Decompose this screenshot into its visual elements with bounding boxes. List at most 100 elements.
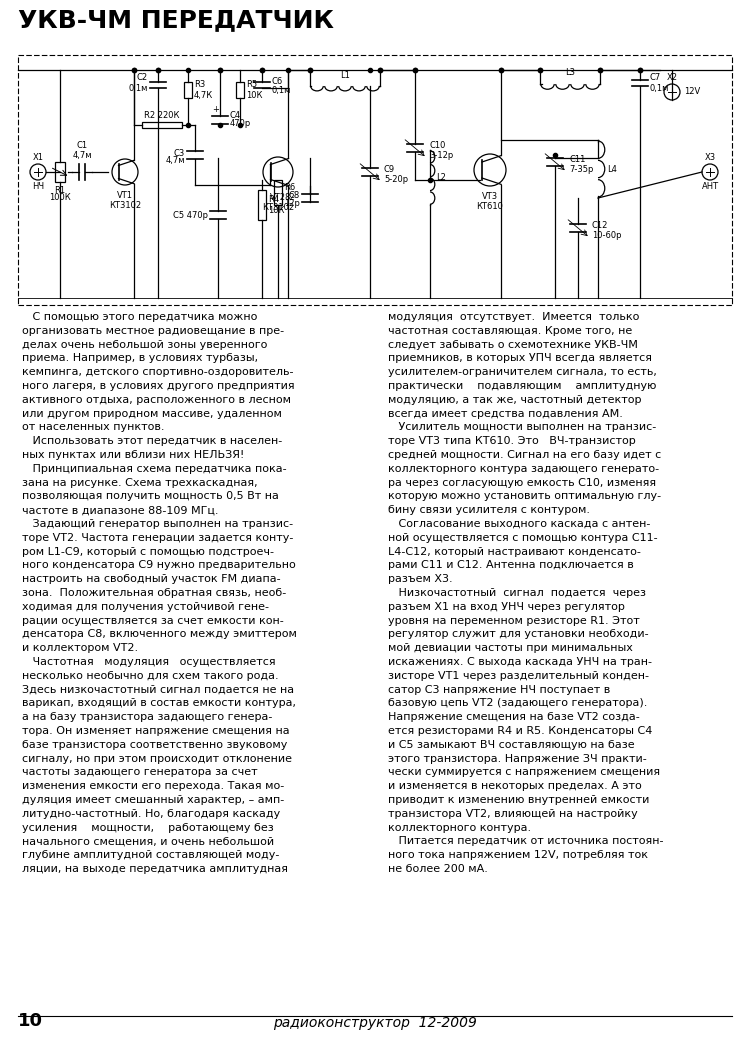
Text: C3: C3 [174, 148, 185, 158]
Text: сатор C3 напряжение НЧ поступает в: сатор C3 напряжение НЧ поступает в [388, 685, 610, 694]
Text: практически    подавляющим    амплитудную: практически подавляющим амплитудную [388, 381, 656, 391]
Text: активного отдыха, расположенного в лесном: активного отдыха, расположенного в лесно… [22, 394, 291, 405]
Text: ром L1-C9, который с помощью подстроеч-: ром L1-C9, который с помощью подстроеч- [22, 547, 274, 556]
Bar [184, 82, 192, 98]
Text: C12: C12 [592, 222, 608, 230]
Text: бину связи усилителя с контуром.: бину связи усилителя с контуром. [388, 506, 590, 515]
Text: сигналу, но при этом происходит отклонение: сигналу, но при этом происходит отклонен… [22, 754, 292, 763]
Text: L4: L4 [607, 164, 616, 174]
Text: торе VT3 типа КТ610. Это   ВЧ-транзистор: торе VT3 типа КТ610. Это ВЧ-транзистор [388, 437, 636, 446]
Text: частоте в диапазоне 88-109 МГц.: частоте в диапазоне 88-109 МГц. [22, 506, 218, 515]
Text: ного лагеря, в условиях другого предприятия: ного лагеря, в условиях другого предприя… [22, 381, 295, 391]
Text: начального смещения, и очень небольшой: начального смещения, и очень небольшой [22, 836, 274, 846]
Text: 470р: 470р [230, 120, 251, 128]
Text: Принципиальная схема передатчика пока-: Принципиальная схема передатчика пока- [22, 464, 286, 474]
Text: частоты задающего генератора за счет: частоты задающего генератора за счет [22, 767, 258, 777]
Text: разъем X3.: разъем X3. [388, 575, 452, 584]
Text: X2: X2 [667, 73, 677, 82]
Text: ляции, на выходе передатчика амплитудная: ляции, на выходе передатчика амплитудная [22, 864, 288, 874]
Text: ных пунктах или вблизи них НЕЛЬЗЯ!: ных пунктах или вблизи них НЕЛЬЗЯ! [22, 450, 244, 460]
Bar [55, 162, 65, 182]
Text: несколько необычно для схем такого рода.: несколько необычно для схем такого рода. [22, 671, 279, 681]
Text: АНТ: АНТ [701, 182, 718, 191]
Text: C6: C6 [272, 77, 284, 87]
Text: искажениях. С выхода каскада УНЧ на тран-: искажениях. С выхода каскада УНЧ на тран… [388, 657, 652, 667]
Text: радиоконструктор  12-2009: радиоконструктор 12-2009 [273, 1015, 477, 1030]
Text: частотная составляющая. Кроме того, не: частотная составляющая. Кроме того, не [388, 325, 632, 336]
Text: которую можно установить оптимальную глу-: которую можно установить оптимальную глу… [388, 492, 662, 501]
Text: R6
82: R6 82 [284, 182, 296, 202]
Text: разъем X1 на вход УНЧ через регулятор: разъем X1 на вход УНЧ через регулятор [388, 602, 625, 612]
Text: L4-C12, который настраивают конденсато-: L4-C12, который настраивают конденсато- [388, 547, 640, 556]
Text: глубине амплитудной составляющей моду-: глубине амплитудной составляющей моду- [22, 850, 279, 861]
Text: L1: L1 [340, 71, 350, 80]
Text: делах очень небольшой зоны уверенного: делах очень небольшой зоны уверенного [22, 339, 267, 350]
Text: коллекторного контура.: коллекторного контура. [388, 823, 531, 832]
Text: модуляцию, а так же, частотный детектор: модуляцию, а так же, частотный детектор [388, 394, 641, 405]
Text: уровня на переменном резисторе R1. Этот: уровня на переменном резисторе R1. Этот [388, 616, 640, 625]
Text: рации осуществляется за счет емкости кон-: рации осуществляется за счет емкости кон… [22, 616, 284, 625]
Text: VT1
КТ3102: VT1 КТ3102 [109, 191, 141, 210]
Text: 3-12р: 3-12р [429, 151, 453, 159]
Text: C11: C11 [569, 156, 585, 164]
Text: позволяющая получить мощность 0,5 Вт на: позволяющая получить мощность 0,5 Вт на [22, 492, 279, 501]
Text: 12V: 12V [684, 88, 700, 96]
Text: X1: X1 [32, 153, 44, 162]
Text: VT2
КТ3102: VT2 КТ3102 [262, 193, 294, 212]
Text: приемников, в которых УПЧ всегда является: приемников, в которых УПЧ всегда являетс… [388, 353, 652, 364]
Text: базовую цепь VT2 (задающего генератора).: базовую цепь VT2 (задающего генератора). [388, 699, 647, 708]
Text: зана на рисунке. Схема трехкаскадная,: зана на рисунке. Схема трехкаскадная, [22, 478, 258, 488]
Bar [142, 122, 182, 128]
Text: и C5 замыкают ВЧ составляющую на базе: и C5 замыкают ВЧ составляющую на базе [388, 740, 634, 749]
Text: и изменяется в некоторых пределах. А это: и изменяется в некоторых пределах. А это [388, 781, 642, 791]
Text: VT3
КТ610: VT3 КТ610 [476, 192, 503, 211]
Text: С помощью этого передатчика можно: С помощью этого передатчика можно [22, 312, 257, 322]
Text: Задающий генератор выполнен на транзис-: Задающий генератор выполнен на транзис- [22, 519, 293, 529]
Text: C10: C10 [429, 141, 445, 151]
Text: регулятор служит для установки необходи-: регулятор служит для установки необходи- [388, 630, 649, 639]
Text: R2 220К: R2 220К [144, 111, 180, 120]
Text: 4,7м: 4,7м [166, 157, 185, 165]
Text: Использовать этот передатчик в населен-: Использовать этот передатчик в населен- [22, 437, 282, 446]
Bar [258, 190, 266, 220]
Text: Питается передатчик от источника постоян-: Питается передатчик от источника постоян… [388, 836, 664, 846]
Text: НЧ: НЧ [32, 182, 44, 191]
Text: зисторе VT1 через разделительный конден-: зисторе VT1 через разделительный конден- [388, 671, 649, 681]
Text: торе VT2. Частота генерации задается конту-: торе VT2. Частота генерации задается кон… [22, 533, 293, 543]
Text: от населенных пунктов.: от населенных пунктов. [22, 422, 164, 432]
Text: 10-60р: 10-60р [592, 231, 622, 241]
Text: чески суммируется с напряжением смещения: чески суммируется с напряжением смещения [388, 767, 660, 777]
Text: 100К: 100К [50, 193, 70, 202]
Text: ного тока напряжением 12V, потребляя ток: ного тока напряжением 12V, потребляя ток [388, 850, 648, 861]
Text: усилителем-ограничителем сигнала, то есть,: усилителем-ограничителем сигнала, то ест… [388, 367, 657, 377]
Text: ходимая для получения устойчивой гене-: ходимая для получения устойчивой гене- [22, 602, 269, 612]
Text: варикап, входящий в состав емкости контура,: варикап, входящий в состав емкости конту… [22, 699, 296, 708]
Text: средней мощности. Сигнал на его базу идет с: средней мощности. Сигнал на его базу иде… [388, 450, 662, 460]
Text: УКВ-ЧМ ПЕРЕДАТЧИК: УКВ-ЧМ ПЕРЕДАТЧИК [18, 8, 334, 32]
Text: следует забывать о схемотехнике УКВ-ЧМ: следует забывать о схемотехнике УКВ-ЧМ [388, 339, 638, 350]
Text: L2: L2 [436, 173, 446, 182]
Text: кемпинга, детского спортивно-оздоровитель-: кемпинга, детского спортивно-оздоровител… [22, 367, 293, 377]
Text: дуляция имеет смешанный характер, – амп-: дуляция имеет смешанный характер, – амп- [22, 795, 284, 805]
Text: R4
10К: R4 10К [268, 195, 284, 215]
Text: Здесь низкочастотный сигнал подается не на: Здесь низкочастотный сигнал подается не … [22, 685, 294, 694]
Text: транзистора VT2, влияющей на настройку: транзистора VT2, влияющей на настройку [388, 809, 638, 818]
Text: 0,1м: 0,1м [650, 84, 669, 92]
Text: базе транзистора соответственно звуковому: базе транзистора соответственно звуковом… [22, 740, 287, 749]
Text: C2: C2 [136, 73, 148, 83]
Text: 0,1м: 0,1м [272, 86, 291, 94]
Text: Усилитель мощности выполнен на транзис-: Усилитель мощности выполнен на транзис- [388, 422, 656, 432]
Text: рами C11 и C12. Антенна подключается в: рами C11 и C12. Антенна подключается в [388, 561, 634, 570]
Text: денсатора C8, включенного между эмиттером: денсатора C8, включенного между эмиттеро… [22, 630, 297, 639]
Text: или другом природном массиве, удаленном: или другом природном массиве, удаленном [22, 408, 282, 419]
Text: C8: C8 [289, 192, 300, 200]
Text: всегда имеет средства подавления АМ.: всегда имеет средства подавления АМ. [388, 408, 622, 419]
Text: +: + [212, 105, 220, 114]
Text: C4: C4 [230, 111, 242, 121]
Text: Частотная   модуляция   осуществляется: Частотная модуляция осуществляется [22, 657, 276, 667]
Bar [274, 180, 282, 205]
Text: ной осуществляется с помощью контура C11-: ной осуществляется с помощью контура C11… [388, 533, 658, 543]
Text: ра через согласующую емкость C10, изменяя: ра через согласующую емкость C10, изменя… [388, 478, 656, 488]
Text: литудно-частотный. Но, благодаря каскаду: литудно-частотный. Но, благодаря каскаду [22, 809, 280, 818]
Text: R5
10К: R5 10К [246, 81, 262, 100]
